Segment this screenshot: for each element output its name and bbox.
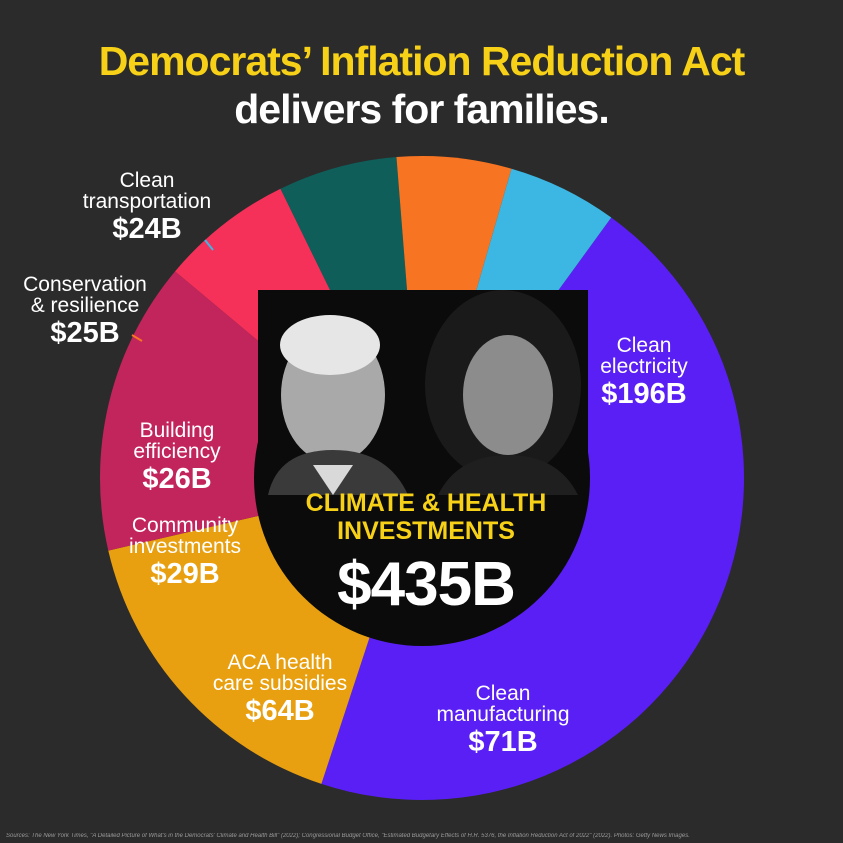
label-value: $25B <box>50 317 120 349</box>
label-value: $196B <box>601 378 687 410</box>
label-name: Building <box>139 419 215 442</box>
label-aca: ACA health care subsidies $64B <box>200 652 360 726</box>
label-name: Clean <box>616 334 672 357</box>
label-name: ACA health <box>227 651 333 674</box>
label-name: manufacturing <box>436 703 570 726</box>
title-line-2: delivers for families. <box>234 86 610 132</box>
label-name: Conservation <box>23 273 147 296</box>
donut-center-text: CLIMATE & HEALTH INVESTMENTS $435B <box>270 489 582 620</box>
label-value: $26B <box>142 463 212 495</box>
label-value: $71B <box>468 726 538 758</box>
label-name: efficiency <box>133 440 221 463</box>
total-value: $435B <box>337 550 516 619</box>
leader-line-conservation <box>131 334 143 342</box>
label-clean-electricity: Clean electricity $196B <box>584 335 704 409</box>
leader-line-transportation <box>204 239 214 251</box>
label-conservation: Conservation & resilience $25B <box>10 274 160 348</box>
label-name: investments <box>128 535 242 558</box>
label-name: Clean <box>475 682 531 705</box>
label-building: Building efficiency $26B <box>117 420 237 494</box>
leaders-photo <box>258 290 588 495</box>
total-label: CLIMATE & HEALTH INVESTMENTS <box>305 489 547 545</box>
label-name: electricity <box>600 355 688 378</box>
label-clean-manufacturing: Clean manufacturing $71B <box>423 683 583 757</box>
label-value: $24B <box>112 213 182 245</box>
label-name: transportation <box>82 190 212 213</box>
label-name: & resilience <box>30 294 140 317</box>
label-value: $64B <box>245 695 315 727</box>
label-community: Community investments $29B <box>110 515 260 589</box>
label-value: $29B <box>150 558 220 590</box>
label-transportation: Clean transportation $24B <box>72 170 222 244</box>
label-name: Clean <box>119 169 175 192</box>
label-name: care subsidies <box>212 672 348 695</box>
title-line-1: Democrats’ Inflation Reduction Act <box>98 38 746 84</box>
label-name: Community <box>131 514 239 537</box>
source-note: Sources: The New York Times, "A Detailed… <box>6 833 690 839</box>
